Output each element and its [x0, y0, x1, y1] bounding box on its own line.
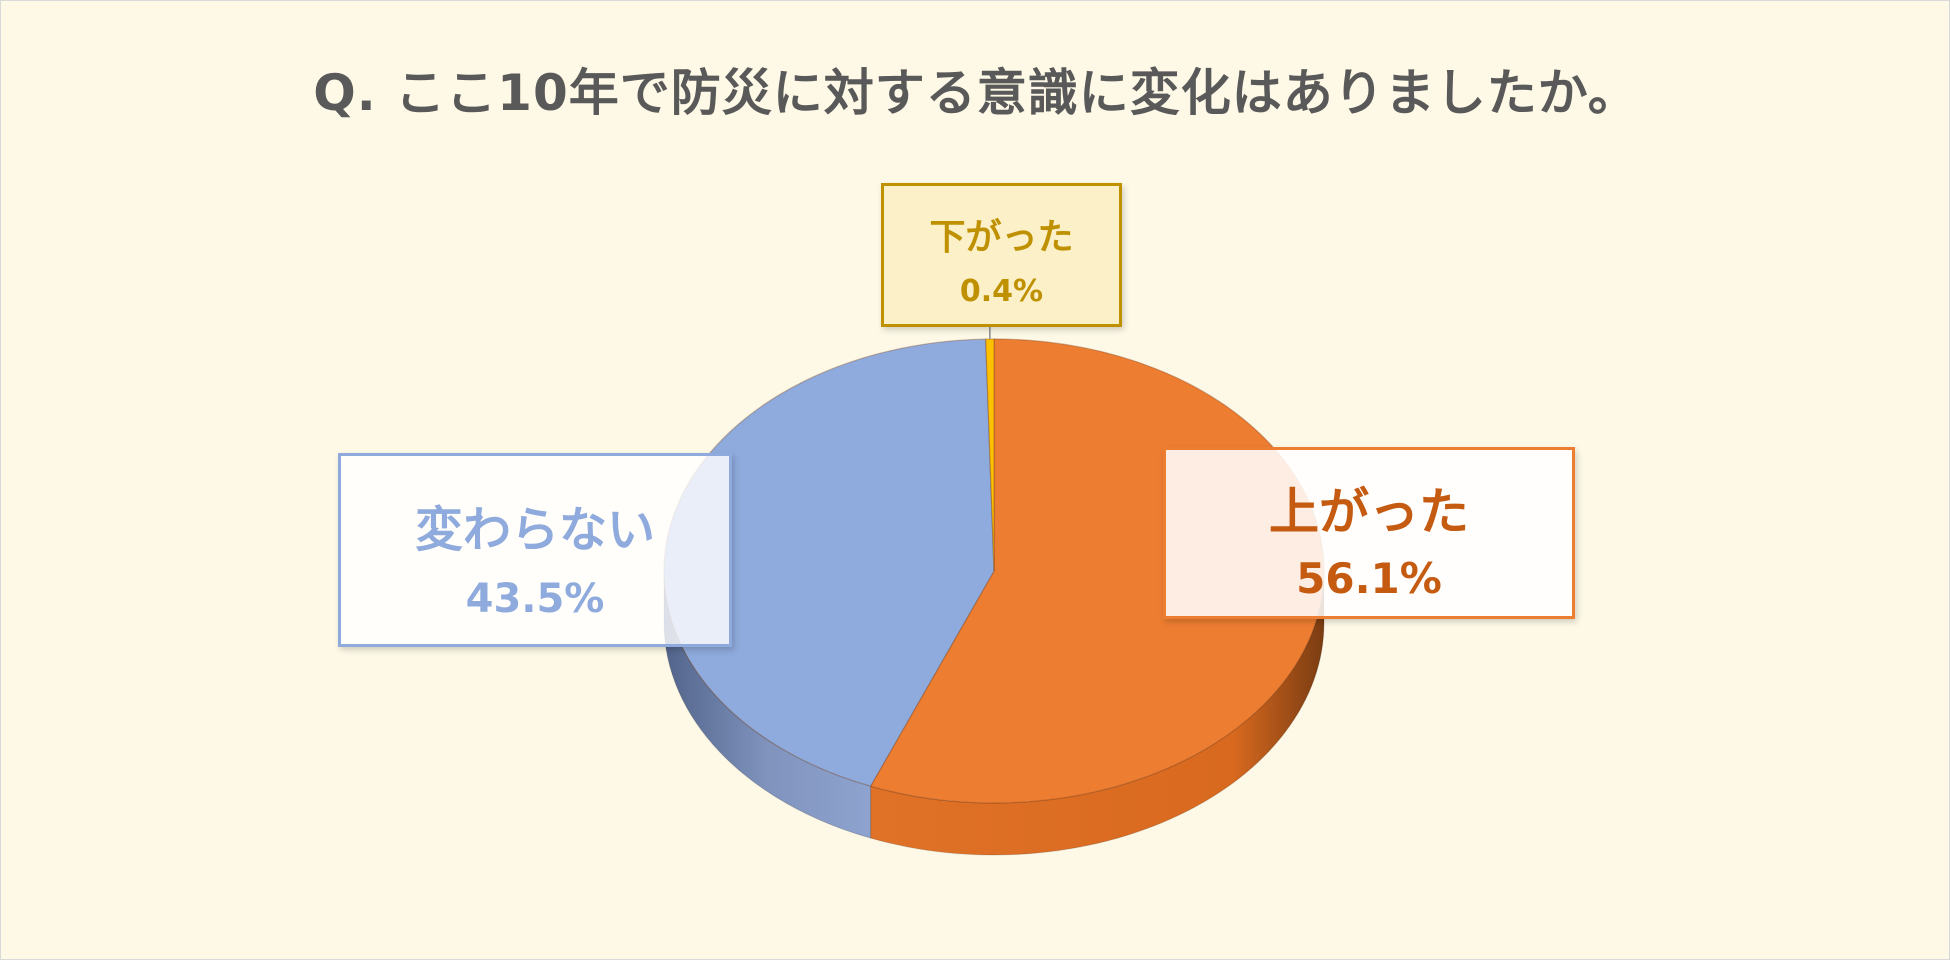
data-label-down-category: 下がった [929, 217, 1074, 258]
data-label-down-value: 0.4% [959, 274, 1044, 309]
data-label-up: 上がった 56.1% [1163, 447, 1575, 619]
data-label-down: 下がった 0.4% [881, 183, 1122, 327]
data-label-up-value: 56.1% [1296, 554, 1442, 603]
chart-title: Q. ここ10年で防災に対する意識に変化はありましたか。 [313, 64, 1639, 122]
data-label-up-category: 上がった [1269, 483, 1469, 541]
data-label-same: 変わらない 43.5% [338, 453, 732, 647]
data-label-same-category: 変わらない [414, 502, 655, 558]
data-label-same-value: 43.5% [465, 576, 605, 622]
